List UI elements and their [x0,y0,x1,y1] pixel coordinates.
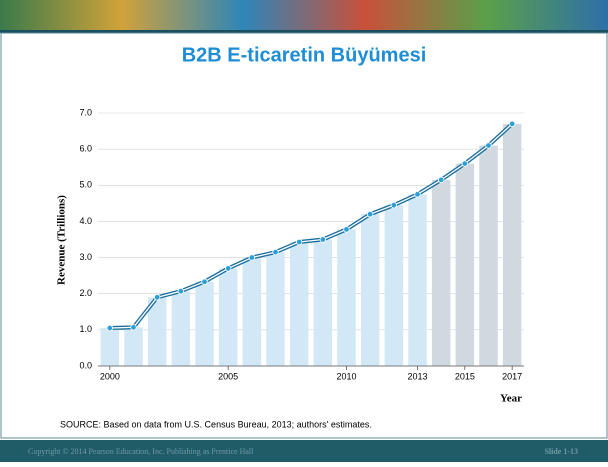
bar [432,180,450,366]
x-axis-title: Year [500,393,522,405]
bar [124,327,142,366]
revenue-line [110,124,512,328]
bar [456,164,474,366]
slide: B2B E-ticaretin Büyümesi SOURCE: Based o… [0,0,608,462]
point [131,325,137,331]
x-tick-label: 2015 [455,371,475,381]
point [225,266,231,272]
x-tick-label: 2013 [407,371,427,381]
bar [361,214,379,366]
bar [314,240,332,367]
point [438,177,444,183]
y-tick-label: 3.0 [79,252,92,262]
slide-title: B2B E-ticaretin Büyümesi [182,44,427,66]
point [202,279,208,285]
point [415,192,421,198]
source-note: SOURCE: Based on data from U.S. Census B… [60,419,372,429]
y-tick-label: 6.0 [79,144,92,154]
x-tick-label: 2017 [502,371,522,381]
bar [408,194,426,366]
bar [385,205,403,366]
bar [101,328,119,366]
x-tick-label: 2005 [218,371,238,381]
copyright: Copyright © 2014 Pearson Education, Inc.… [28,447,254,456]
x-tick-label: 2000 [100,371,120,381]
point [154,295,160,301]
bar [290,242,308,366]
bar [337,229,355,366]
point [107,325,113,331]
y-tick-label: 2.0 [79,288,92,298]
bar [172,291,190,366]
point [273,249,279,255]
y-tick-label: 7.0 [79,107,92,117]
point [178,288,184,294]
bar [266,252,284,366]
point [509,121,515,127]
x-tick-label: 2010 [336,371,356,381]
bar [219,268,237,366]
y-axis-title: Revenue (Trillions) [56,195,68,285]
point [249,255,255,261]
point [320,237,326,243]
revenue-line-inner [110,124,512,328]
header-banner [0,0,608,30]
point [391,202,397,208]
point [462,161,468,167]
y-tick-label: 1.0 [79,324,92,334]
plot: 0.0 1.0 2.0 3.0 4.0 5.0 6.0 7.0 2000 2005 2010 2013… [79,107,524,381]
point [367,211,373,217]
point [344,227,350,233]
bar [195,282,213,366]
y-tick-label: 0.0 [79,360,92,370]
slide-number: Slide 1-13 [544,447,578,456]
point [486,143,492,149]
y-tick-label: 5.0 [79,180,92,190]
y-tick-label: 4.0 [79,216,92,226]
bar [479,146,497,366]
point [296,239,302,245]
bar [503,124,521,366]
bar [243,258,261,366]
